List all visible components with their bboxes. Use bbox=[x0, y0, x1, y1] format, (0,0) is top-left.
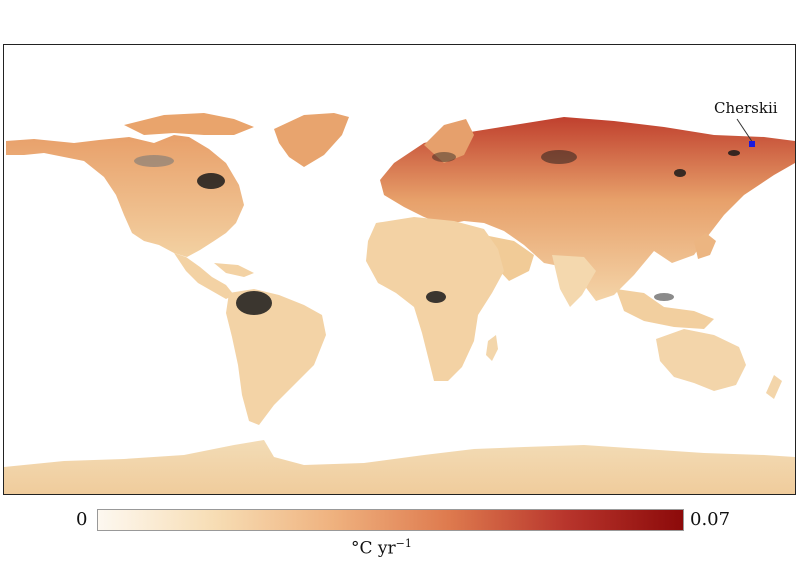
australia bbox=[656, 329, 746, 391]
madagascar bbox=[486, 335, 498, 361]
arctic-islands bbox=[124, 113, 254, 135]
colorbar-max-label: 0.07 bbox=[690, 509, 731, 530]
caribbean bbox=[214, 263, 254, 277]
se-asia bbox=[616, 289, 714, 329]
cherskii-label: Cherskii bbox=[714, 99, 778, 117]
colorbar-unit-label: °C yr−1 bbox=[351, 537, 412, 559]
scandinavia bbox=[424, 119, 474, 163]
colorbar-unit-exponent: −1 bbox=[395, 537, 412, 550]
colorbar-unit-base: °C yr bbox=[351, 538, 396, 559]
greenland bbox=[274, 113, 349, 167]
eurasia bbox=[380, 117, 795, 301]
arabia bbox=[484, 235, 534, 281]
map-frame: Cherskii bbox=[3, 44, 796, 495]
dark-patches bbox=[134, 150, 740, 315]
new-zealand bbox=[766, 375, 782, 399]
japan bbox=[694, 233, 716, 259]
central-america bbox=[174, 253, 234, 299]
colorbar bbox=[97, 509, 684, 531]
cherskii-marker bbox=[749, 141, 755, 147]
south-america bbox=[226, 289, 326, 425]
north-america bbox=[6, 135, 244, 257]
cherskii-leader-line bbox=[736, 118, 754, 144]
antarctica bbox=[4, 440, 795, 494]
world-map bbox=[4, 113, 795, 494]
india bbox=[552, 255, 596, 307]
colorbar-min-label: 0 bbox=[76, 509, 88, 530]
